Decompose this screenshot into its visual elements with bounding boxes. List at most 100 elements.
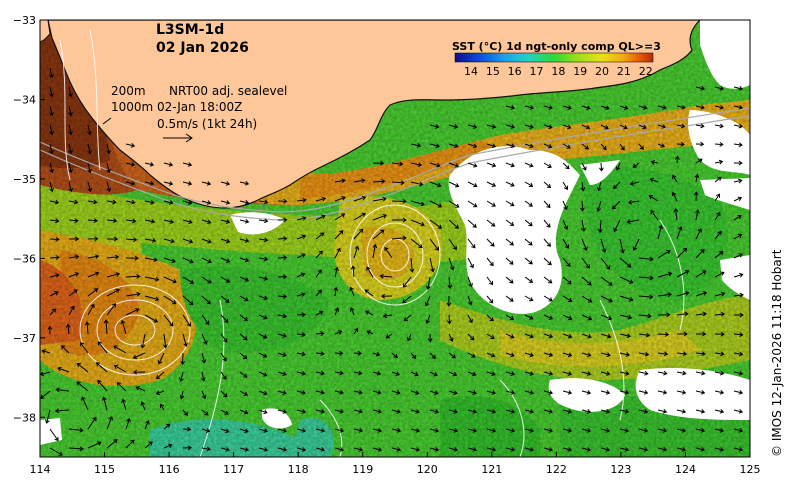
velocity-arrow [524, 314, 534, 320]
velocity-arrow [486, 143, 497, 149]
x-tick-label: 125 [740, 463, 761, 476]
velocity-arrow [505, 238, 514, 246]
velocity-arrow [201, 181, 212, 186]
velocity-arrow [597, 219, 603, 234]
velocity-arrow [296, 332, 306, 337]
velocity-arrow [87, 124, 92, 136]
velocity-arrow [650, 209, 659, 221]
legend-colorbar [454, 52, 654, 63]
velocity-arrow [409, 257, 415, 273]
velocity-arrow [695, 428, 706, 433]
velocity-arrow [467, 143, 478, 149]
velocity-arrow [581, 295, 593, 303]
velocity-arrow [144, 314, 159, 323]
land-west-coast [40, 20, 51, 43]
velocity-arrow [524, 257, 533, 265]
velocity-arrow [315, 250, 323, 259]
velocity-arrow [581, 219, 586, 232]
velocity-arrow [277, 428, 288, 433]
legend-label: 15 [486, 65, 500, 78]
velocity-arrow [619, 143, 625, 151]
velocity-arrow [106, 288, 120, 297]
velocity-arrow [714, 447, 725, 452]
velocity-arrow [638, 105, 648, 110]
velocity-arrow [40, 390, 51, 399]
velocity-arrow [524, 409, 535, 414]
velocity-arrow [353, 428, 364, 433]
velocity-arrow [106, 181, 112, 193]
velocity-arrow [97, 341, 108, 354]
velocity-arrow [125, 199, 136, 205]
velocity-arrow [467, 447, 478, 452]
date-title: 02 Jan 2026 [156, 40, 249, 56]
velocity-arrow [638, 370, 649, 376]
velocity-arrow [144, 162, 155, 167]
velocity-arrow [429, 238, 440, 251]
velocity-arrow [76, 362, 89, 373]
velocity-arrow [402, 276, 412, 288]
velocity-arrow [600, 105, 610, 110]
velocity-arrow [68, 305, 75, 316]
x-tick-label: 119 [352, 463, 373, 476]
velocity-arrow [562, 219, 569, 230]
velocity-arrow [676, 389, 687, 395]
velocity-arrow [277, 198, 288, 204]
velocity-arrow [296, 428, 307, 433]
velocity-arrow [505, 124, 516, 129]
velocity-arrow [676, 311, 689, 317]
velocity-arrow [505, 390, 516, 395]
velocity-arrow [733, 85, 744, 91]
velocity-arrow [600, 447, 611, 452]
velocity-arrow [429, 124, 440, 129]
velocity-arrow [448, 352, 456, 359]
velocity-arrow [87, 271, 100, 278]
velocity-arrow [372, 428, 383, 433]
velocity-arrow [125, 308, 140, 316]
velocity-arrow [49, 236, 60, 242]
velocity-arrow [258, 352, 268, 358]
velocity-arrow [543, 352, 554, 358]
velocity-arrow [68, 272, 80, 278]
velocity-arrow [619, 276, 634, 284]
velocity-arrow [125, 180, 136, 186]
velocity-arrow [486, 371, 496, 377]
velocity-arrow [140, 401, 146, 411]
velocity-arrow [49, 199, 60, 205]
velocity-arrow [84, 321, 90, 335]
velocity-arrow [65, 323, 71, 335]
velocity-arrow [106, 303, 117, 316]
velocity-arrow [49, 447, 63, 456]
velocity-arrow [714, 428, 725, 433]
y-tick-label: −35 [13, 173, 36, 186]
velocity-arrow [448, 200, 460, 208]
velocity-arrow [87, 143, 92, 155]
velocity-arrow [613, 181, 621, 190]
x-tick-label: 116 [159, 463, 180, 476]
velocity-arrow [562, 371, 573, 376]
velocity-arrow [486, 295, 494, 304]
velocity-arrow [486, 238, 495, 247]
velocity-arrow [365, 310, 374, 316]
velocity-arrow [543, 447, 554, 452]
velocity-arrow [695, 85, 705, 91]
velocity-arrow [353, 350, 362, 356]
velocity-arrow [277, 313, 287, 319]
velocity-arrow [733, 447, 744, 452]
velocity-arrow [277, 217, 288, 223]
velocity-arrow [106, 254, 120, 260]
velocity-arrow [87, 181, 93, 193]
velocity-arrow [392, 217, 407, 223]
velocity-arrow [695, 228, 702, 240]
velocity-arrow [733, 215, 742, 221]
velocity-arrow [562, 447, 573, 452]
x-tick-label: 123 [610, 463, 631, 476]
velocity-arrow [106, 199, 117, 205]
velocity-arrow [524, 276, 534, 283]
velocity-arrow [121, 398, 127, 411]
velocity-arrow [239, 333, 248, 341]
velocity-arrow [239, 295, 249, 302]
velocity-arrow [714, 230, 722, 240]
velocity-arrow [524, 333, 534, 339]
velocity-arrow [201, 295, 211, 305]
velocity-arrow [429, 143, 440, 149]
